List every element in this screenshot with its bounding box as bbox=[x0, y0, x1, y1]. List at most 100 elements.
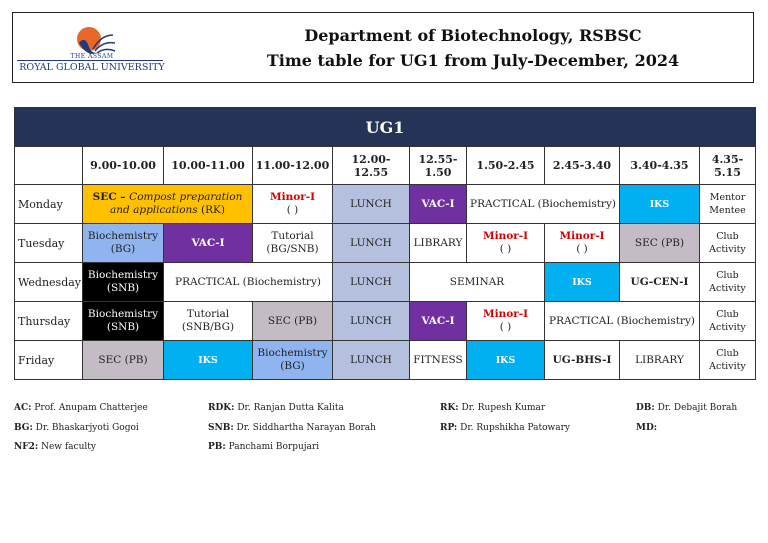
legend-item: RK: Dr. Rupesh Kumar bbox=[440, 403, 545, 413]
cell-text: IKS bbox=[649, 198, 670, 210]
cell-subtext: Activity bbox=[709, 244, 746, 255]
page-title: Department of Biotechnology, RSBSC Time … bbox=[266, 26, 680, 70]
class-cell: IKS bbox=[619, 184, 700, 224]
class-cell: Club Activity bbox=[699, 262, 756, 302]
class-cell: SEC – Compost preparation and applicatio… bbox=[82, 184, 253, 224]
class-cell: VAC-I bbox=[163, 223, 253, 263]
class-cell: PRACTICAL (Biochemistry) bbox=[466, 184, 620, 224]
cell-text: LUNCH bbox=[350, 353, 392, 366]
cell-text: LUNCH bbox=[350, 314, 392, 327]
cell-text: Biochemistry bbox=[87, 308, 159, 320]
class-cell: Minor-I( ) bbox=[466, 301, 545, 341]
university-logo: The Assam Royal Global University bbox=[17, 21, 167, 81]
class-cell: Minor-I( ) bbox=[466, 223, 545, 263]
cell-text: SEC (PB) bbox=[634, 236, 685, 249]
cell-text: Mentor bbox=[709, 192, 746, 203]
time-header-row: 9.00-10.00 10.00-11.00 11.00-12.00 12.00-12… bbox=[14, 146, 756, 185]
class-cell: IKS bbox=[544, 262, 620, 302]
class-cell: LUNCH bbox=[332, 340, 410, 380]
legend-item: MD: bbox=[636, 423, 657, 433]
class-cell: Biochemistry (BG) bbox=[82, 223, 164, 263]
cell-subtext: (SNB) bbox=[106, 321, 140, 333]
class-cell: LIBRARY bbox=[619, 340, 700, 380]
class-cell: FITNESS bbox=[409, 340, 467, 380]
class-cell: UG-BHS-I bbox=[544, 340, 620, 380]
class-cell: SEC (PB) bbox=[619, 223, 700, 263]
cell-text: SEC (PB) bbox=[98, 353, 148, 366]
class-cell: Biochemistry (BG) bbox=[252, 340, 333, 380]
cell-text: LIBRARY bbox=[635, 353, 684, 366]
class-band: UG1 bbox=[14, 107, 756, 147]
cell-text: Club bbox=[716, 348, 739, 359]
class-cell: IKS bbox=[466, 340, 545, 380]
cell-subtext: (BG/SNB) bbox=[266, 243, 319, 255]
legend-item: RDK: Dr. Ranjan Dutta Kalita bbox=[208, 403, 344, 413]
cell-subtext: (SNB) bbox=[106, 282, 140, 294]
legend-name: Dr. Rupshikha Patowary bbox=[460, 423, 570, 433]
class-cell: Minor-I( ) bbox=[252, 184, 333, 224]
legend-name: Prof. Anupam Chatterjee bbox=[34, 403, 148, 413]
cell-subtext: (BG) bbox=[280, 360, 305, 372]
legend-code: DB: bbox=[636, 403, 655, 413]
cell-text: VAC-I bbox=[191, 236, 225, 249]
class-cell: Club Activity bbox=[699, 340, 756, 380]
cell-text: IKS bbox=[572, 276, 592, 288]
legend-code: RK: bbox=[440, 403, 459, 413]
day-label: Friday bbox=[14, 340, 83, 380]
table-row: Tuesday Biochemistry (BG) VAC-I Tutorial (BG/… bbox=[14, 223, 756, 263]
cell-faculty: (RK) bbox=[197, 204, 225, 216]
legend-code: RP: bbox=[440, 423, 458, 433]
legend-name: Dr. Debajit Borah bbox=[657, 403, 738, 413]
legend-code: NF2: bbox=[14, 442, 39, 452]
cell-text: Minor-I bbox=[269, 191, 316, 203]
cell-text: LUNCH bbox=[350, 275, 392, 288]
time-slot-header: 11.00-12.00 bbox=[252, 146, 333, 185]
legend-item: SNB: Dr. Siddhartha Narayan Borah bbox=[208, 423, 376, 433]
legend-code: SNB: bbox=[208, 423, 234, 433]
legend-item: RP: Dr. Rupshikha Patowary bbox=[440, 423, 570, 433]
class-cell: LUNCH bbox=[332, 301, 410, 341]
cell-text: SEC (PB) bbox=[267, 314, 318, 327]
cell-subtext: Activity bbox=[709, 322, 746, 333]
cell-subtext: (BG) bbox=[110, 243, 136, 255]
table-row: Monday SEC – Compost preparation and appl… bbox=[14, 184, 756, 224]
cell-text: LIBRARY bbox=[413, 236, 463, 249]
class-cell: PRACTICAL (Biochemistry) bbox=[163, 262, 333, 302]
legend-code: BG: bbox=[14, 423, 33, 433]
class-cell: Tutorial (BG/SNB) bbox=[252, 223, 333, 263]
table-row: Wednesday Biochemistry (SNB) PRACTICAL (Bio… bbox=[14, 262, 756, 302]
cell-text: Club bbox=[716, 270, 739, 281]
class-cell: IKS bbox=[163, 340, 253, 380]
class-cell: Minor-I( ) bbox=[544, 223, 620, 263]
time-slot-header bbox=[14, 146, 83, 185]
cell-text: IKS bbox=[495, 354, 516, 366]
day-label: Monday bbox=[14, 184, 83, 224]
class-cell: LUNCH bbox=[332, 262, 410, 302]
legend-item: PB: Panchami Borpujari bbox=[208, 442, 319, 452]
cell-subtext: ( ) bbox=[576, 243, 588, 255]
table-row: Thursday Biochemistry (SNB) Tutorial (SNB/BG… bbox=[14, 301, 756, 341]
cell-text: Minor-I bbox=[559, 230, 605, 242]
cell-subtext: Mentee bbox=[709, 205, 746, 216]
time-slot-header: 4.35-5.15 bbox=[699, 146, 756, 185]
legend-code: PB: bbox=[208, 442, 226, 452]
cell-text: PRACTICAL (Biochemistry) bbox=[470, 197, 616, 210]
legend-item: AC: Prof. Anupam Chatterjee bbox=[14, 403, 148, 413]
class-cell: UG-CEN-I bbox=[619, 262, 700, 302]
legend-item: BG: Dr. Bhaskarjyoti Gogoi bbox=[14, 423, 139, 433]
legend-code: AC: bbox=[14, 403, 32, 413]
legend-code: RDK: bbox=[208, 403, 235, 413]
time-slot-header: 10.00-11.00 bbox=[163, 146, 253, 185]
header-box: The Assam Royal Global University Depart… bbox=[12, 12, 754, 83]
legend-name: Panchami Borpujari bbox=[228, 442, 320, 452]
class-cell: Biochemistry (SNB) bbox=[82, 301, 164, 341]
legend-name: Dr. Rupesh Kumar bbox=[461, 403, 546, 413]
time-slot-header: 12.00-12.55 bbox=[332, 146, 410, 185]
timetable: UG1 9.00-10.00 10.00-11.00 11.00-12.00 12.0… bbox=[14, 107, 756, 380]
day-label: Thursday bbox=[14, 301, 83, 341]
cell-text: UG-CEN-I bbox=[630, 275, 689, 288]
cell-text: PRACTICAL (Biochemistry) bbox=[549, 314, 695, 327]
time-slot-header: 2.45-3.40 bbox=[544, 146, 620, 185]
class-cell: LUNCH bbox=[332, 223, 410, 263]
cell-subtext: (SNB/BG) bbox=[181, 321, 235, 333]
